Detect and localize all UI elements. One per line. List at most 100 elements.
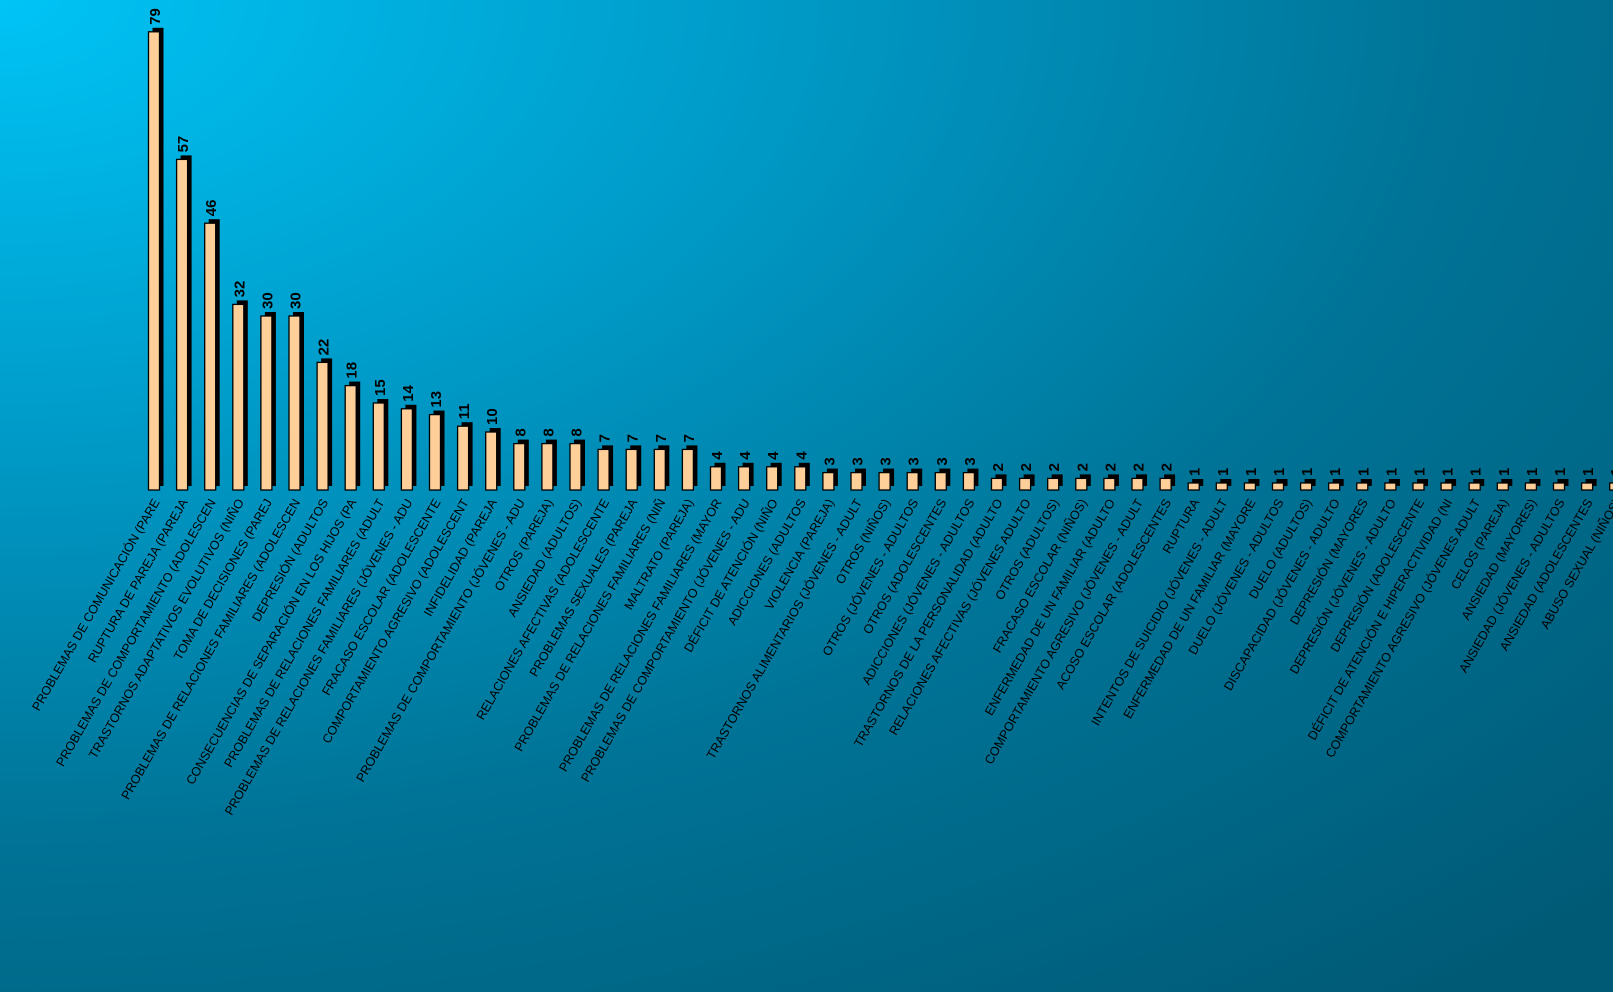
data-label: 2 (1074, 463, 1091, 471)
bar (456, 425, 470, 491)
bar (625, 448, 638, 491)
data-label: 1 (1327, 468, 1344, 476)
bar (485, 431, 498, 491)
bar (372, 402, 385, 491)
bar (1159, 477, 1172, 491)
data-label: 2 (1159, 463, 1176, 471)
data-label: 13 (428, 391, 445, 408)
bar (962, 471, 976, 491)
bar (400, 408, 414, 491)
bar (1580, 482, 1594, 491)
data-label: 32 (231, 281, 248, 298)
data-label: 2 (1102, 463, 1119, 471)
data-label: 57 (175, 136, 192, 153)
bars-group (147, 27, 1613, 491)
data-label: 1 (1440, 468, 1457, 476)
data-label: 4 (709, 451, 726, 460)
bar (1215, 482, 1228, 491)
bar (1187, 482, 1200, 491)
data-label: 1 (1496, 468, 1513, 476)
data-label: 8 (569, 428, 586, 436)
bar (1440, 482, 1453, 491)
data-label: 8 (540, 428, 557, 436)
data-label: 7 (597, 434, 614, 442)
data-label: 2 (990, 463, 1007, 471)
bar (260, 315, 273, 491)
data-label: 22 (316, 339, 333, 356)
data-label: 1 (1412, 468, 1429, 476)
bar (1018, 477, 1032, 491)
data-label: 3 (962, 457, 979, 465)
bar (906, 471, 919, 491)
data-label: 1 (1608, 468, 1613, 476)
data-label: 79 (147, 8, 164, 25)
data-label: 3 (850, 457, 867, 465)
bar (569, 442, 582, 491)
data-label: 1 (1580, 468, 1597, 476)
bar (1131, 477, 1144, 491)
bar (878, 471, 891, 491)
data-label: 30 (259, 292, 276, 309)
data-label: 15 (372, 379, 389, 396)
data-label: 46 (203, 200, 220, 217)
bar (541, 442, 554, 491)
bar (794, 466, 807, 491)
bar (681, 448, 695, 491)
data-label: 7 (653, 434, 670, 442)
bar (204, 222, 217, 491)
data-label: 30 (288, 292, 305, 309)
data-label: 1 (1299, 468, 1316, 476)
bar (175, 158, 189, 491)
bar (1103, 477, 1116, 491)
bar (1524, 482, 1538, 491)
bar (709, 466, 723, 491)
data-label: 3 (934, 457, 951, 465)
bar (288, 315, 301, 491)
bar (1243, 482, 1257, 491)
data-label: 14 (400, 384, 417, 401)
data-label: 3 (906, 457, 923, 465)
data-label: 3 (878, 457, 895, 465)
data-label: 4 (793, 451, 810, 460)
data-label: 1 (1243, 468, 1260, 476)
bar (934, 471, 947, 491)
data-label: 1 (1383, 468, 1400, 476)
data-label: 11 (456, 403, 473, 419)
bar (1412, 482, 1425, 491)
data-label: 1 (1215, 468, 1232, 476)
data-label: 10 (484, 408, 501, 425)
data-label: 4 (765, 451, 782, 460)
bar (1356, 482, 1369, 491)
bar (513, 442, 526, 491)
bar (1328, 482, 1341, 491)
bar (1609, 482, 1613, 491)
data-label: 1 (1271, 468, 1288, 476)
bar (344, 384, 357, 491)
data-label: 1 (1468, 468, 1485, 476)
bar (653, 448, 666, 491)
data-label: 2 (1018, 463, 1035, 471)
bar (737, 466, 751, 491)
bar (1552, 482, 1566, 491)
data-label: 2 (1046, 463, 1063, 471)
bar (1271, 482, 1285, 491)
data-label: 2 (1131, 463, 1148, 471)
bar (1299, 482, 1313, 491)
bar (766, 466, 779, 491)
bar (232, 303, 245, 491)
bar (147, 31, 161, 491)
bar (597, 448, 610, 491)
bar (1075, 477, 1088, 491)
bar (316, 361, 329, 491)
bar (1468, 482, 1481, 491)
bar (1047, 477, 1060, 491)
data-label: 1 (1355, 468, 1372, 476)
data-label: 3 (821, 457, 838, 465)
data-label: 4 (737, 451, 754, 460)
data-label: 1 (1524, 468, 1541, 476)
data-label: 1 (1187, 468, 1204, 476)
category-tick-label: ENFERMEDAD DE UN FAMILIAR (MAYORE (1121, 497, 1259, 722)
